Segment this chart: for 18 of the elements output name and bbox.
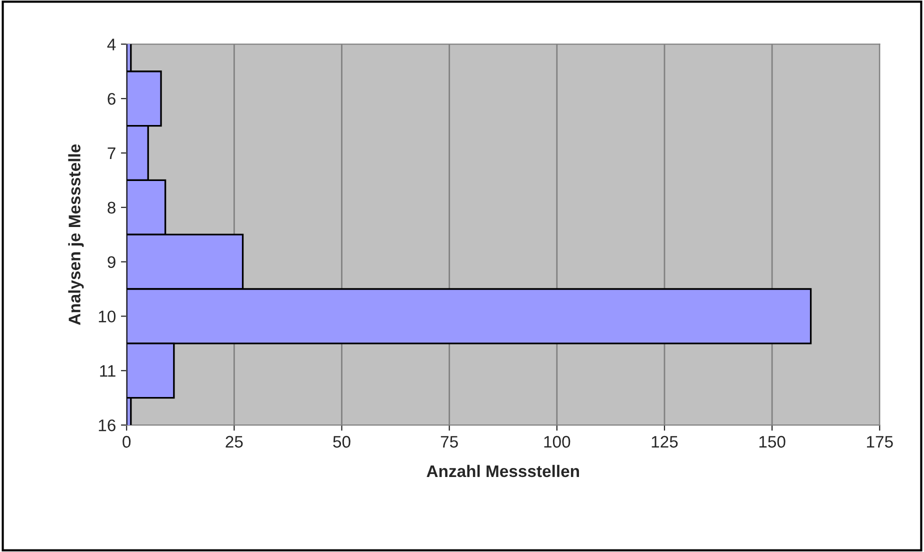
x-tick-label: 50 <box>333 436 350 448</box>
y-tick-label: 7 <box>108 148 116 160</box>
x-tick-label: 0 <box>122 436 131 448</box>
y-tick-label: 11 <box>100 365 116 377</box>
x-tick-label: 75 <box>440 436 458 448</box>
x-tick-label: 25 <box>226 436 243 448</box>
y-tick-label: 4 <box>107 38 116 50</box>
y-tick-label: 6 <box>108 92 116 105</box>
y-tick-label: 8 <box>108 202 116 214</box>
x-tick-label: 175 <box>867 436 893 448</box>
y-tick-label: 10 <box>98 310 116 322</box>
x-tick-label: 150 <box>759 436 786 448</box>
y-axis-title: Analysen je Messstelle <box>68 144 84 325</box>
x-axis-title: Anzahl Messstellen <box>426 464 579 478</box>
x-tick-label: 100 <box>544 436 570 448</box>
y-tick-label: 16 <box>98 419 116 432</box>
y-tick-label: 9 <box>108 256 116 268</box>
x-tick-label: 125 <box>652 436 678 448</box>
